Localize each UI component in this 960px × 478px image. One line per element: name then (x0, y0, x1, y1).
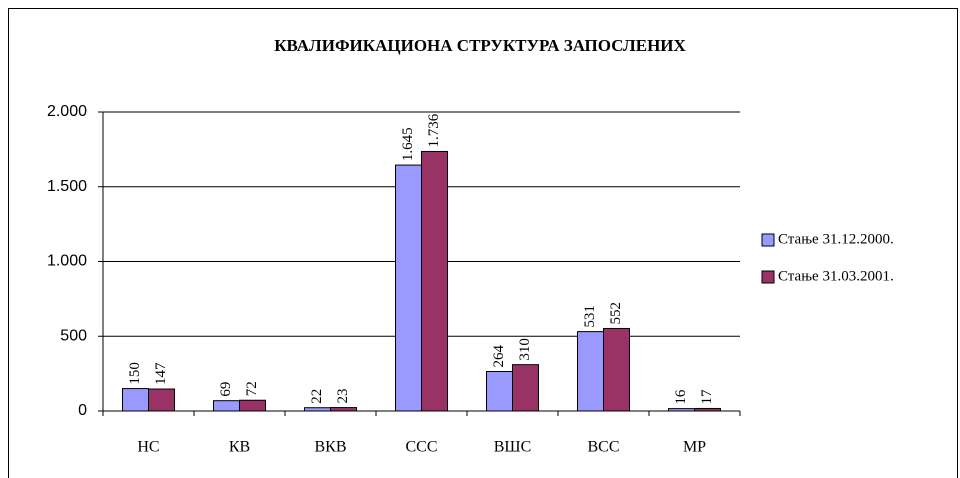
bar (694, 407, 721, 412)
x-tick-label: ВКВ (314, 439, 346, 456)
y-tick-label: 500 (60, 327, 87, 344)
data-label: 23 (335, 389, 351, 404)
x-tick-label: КВ (229, 439, 250, 456)
bar (239, 399, 266, 412)
bar (421, 150, 448, 412)
data-label: 16 (673, 389, 689, 405)
bar (603, 327, 630, 412)
data-label: 69 (218, 382, 234, 397)
bar (304, 407, 331, 412)
x-tick-label: НС (137, 439, 159, 456)
bar (148, 388, 175, 412)
legend-label: Стање 31.12.2000. (778, 231, 894, 247)
chart-title: КВАЛИФИКАЦИОНА СТРУКТУРА ЗАПОСЛЕНИХ (274, 36, 686, 55)
chart-frame (8, 8, 958, 478)
legend-swatch (761, 270, 775, 284)
x-tick-label: ВСС (587, 439, 619, 456)
y-tick-label: 2.000 (47, 103, 87, 120)
y-tick-label: 1.500 (47, 178, 87, 195)
data-label: 552 (608, 302, 624, 325)
x-tick-label: МР (683, 439, 706, 456)
data-label: 72 (244, 381, 260, 396)
bar (512, 364, 539, 412)
data-label: 22 (309, 389, 325, 404)
bar (577, 331, 604, 412)
y-tick-label: 1.000 (47, 253, 87, 270)
data-label: 150 (127, 362, 143, 385)
x-tick-label: ССС (405, 439, 437, 456)
x-tick-label: ВШС (494, 439, 531, 456)
y-tick-label: 0 (78, 402, 87, 419)
legend-label: Стање 31.03.2001. (778, 268, 894, 284)
data-label: 1.736 (426, 113, 442, 147)
bar (395, 164, 422, 412)
bar (330, 407, 357, 412)
bar (122, 388, 149, 412)
bar (486, 371, 513, 412)
data-label: 17 (699, 389, 715, 405)
legend-swatch (761, 233, 775, 247)
bar (213, 400, 240, 412)
data-label: 310 (517, 338, 533, 361)
data-label: 264 (491, 345, 507, 368)
data-label: 147 (153, 362, 169, 385)
data-label: 531 (582, 305, 598, 328)
data-label: 1.645 (400, 127, 416, 161)
bar (668, 408, 695, 412)
